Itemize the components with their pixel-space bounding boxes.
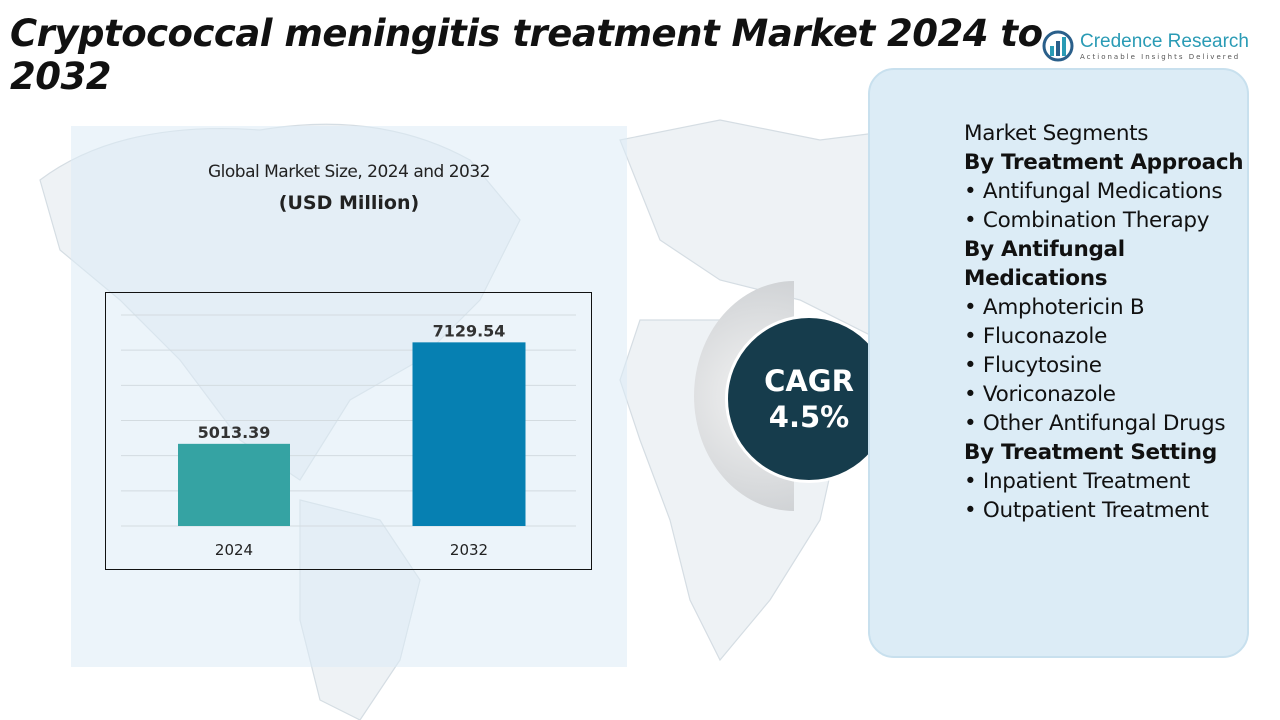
segment-heading: By Antifungal Medications xyxy=(964,237,1125,291)
segment-item: • Antifungal Medications xyxy=(964,179,1223,204)
cagr-badge: CAGR 4.5% xyxy=(725,315,893,483)
bar-chart: 5013.39 2024 7129.54 2032 xyxy=(105,292,592,570)
x-tick-label: 2032 xyxy=(450,541,488,559)
logo-name: Credence Research xyxy=(1080,31,1249,52)
bar-chart-logo-icon xyxy=(1042,30,1074,62)
x-tick-label: 2024 xyxy=(215,541,253,559)
data-label: 7129.54 xyxy=(433,321,506,340)
cagr-value: 4.5% xyxy=(768,400,850,434)
segment-heading: By Treatment Setting xyxy=(964,440,1217,465)
segment-item: Market Segments xyxy=(964,121,1149,146)
segment-heading: By Treatment Approach xyxy=(964,150,1244,175)
chart-panel xyxy=(71,126,627,667)
segment-item: • Combination Therapy xyxy=(964,208,1210,233)
market-segments-panel xyxy=(868,68,1249,658)
chart-subtitle: Global Market Size, 2024 and 2032 xyxy=(208,162,491,182)
bar-chart-svg: 5013.39 2024 7129.54 2032 xyxy=(121,314,576,559)
segment-item: • Outpatient Treatment xyxy=(964,498,1209,523)
segment-item: • Amphotericin B xyxy=(964,295,1145,320)
cagr-label: CAGR xyxy=(764,364,854,398)
segment-item: • Other Antifungal Drugs xyxy=(964,411,1226,436)
page-title: Cryptococcal meningitis treatment Market… xyxy=(10,12,1043,98)
bar-2024 xyxy=(178,443,290,526)
market-segments-list: Market Segments By Treatment Approach • An… xyxy=(964,119,1254,525)
credence-research-logo: Credence Research Actionable Insights De… xyxy=(1042,30,1249,62)
chart-unit: (USD Million) xyxy=(278,192,420,214)
segment-item: • Flucytosine xyxy=(964,353,1102,378)
logo-tagline: Actionable Insights Delivered xyxy=(1080,53,1241,61)
data-label: 5013.39 xyxy=(198,423,271,442)
segment-item: • Fluconazole xyxy=(964,324,1107,349)
segment-item: • Inpatient Treatment xyxy=(964,469,1190,494)
bar-2032 xyxy=(412,342,526,526)
segment-item: • Voriconazole xyxy=(964,382,1116,407)
